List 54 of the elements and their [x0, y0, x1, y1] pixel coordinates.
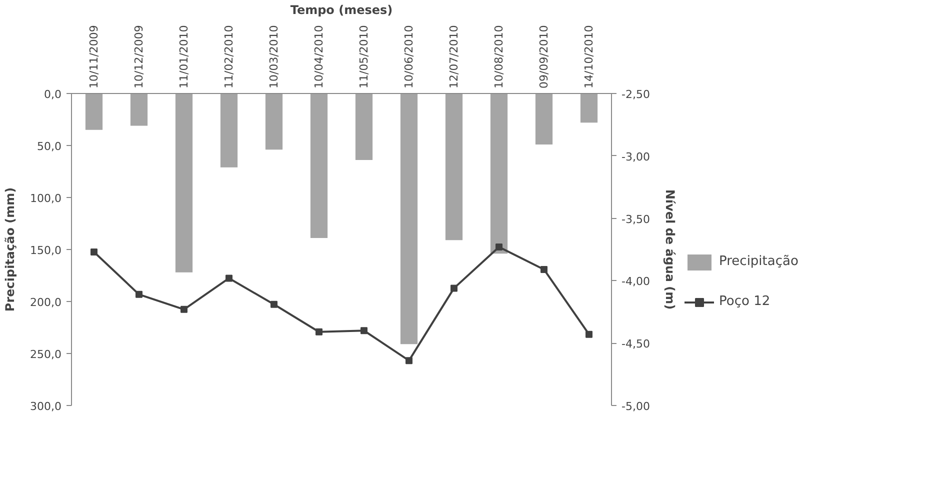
bar [85, 94, 103, 130]
y-tick-label: 150,0 [30, 244, 62, 257]
x-tick-label: 10/11/2009 [88, 25, 100, 88]
y-axis-title: Precipitação (mm) [3, 187, 18, 312]
y-tick-label: 250,0 [30, 348, 62, 361]
legend-label: Poço 12 [719, 294, 770, 309]
point [136, 290, 142, 298]
point [360, 327, 368, 334]
bar [220, 94, 238, 168]
y-tick-label: 100,0 [30, 192, 62, 205]
x-tick-label: 10/12/2009 [132, 25, 146, 88]
point [586, 330, 592, 338]
y2-tick-label: -4,00 [622, 275, 650, 288]
point [180, 306, 188, 313]
point [226, 274, 232, 282]
point [270, 300, 278, 308]
x-tick-label: 12/07/2010 [448, 25, 460, 88]
x-tick-label: 10/06/2010 [402, 25, 416, 88]
x-tick-label: 11/02/2010 [222, 25, 236, 88]
legend-label: Precipitação [719, 254, 798, 269]
bar [400, 94, 418, 344]
bar [355, 94, 373, 160]
y-tick-label: 200,0 [30, 296, 62, 309]
point [450, 284, 458, 292]
bar [445, 94, 463, 240]
bar [580, 94, 598, 123]
y2-tick-label: -4,50 [622, 338, 650, 351]
x-tick-label: 11/01/2010 [178, 25, 190, 88]
y-tick-label: 300,0 [30, 400, 62, 413]
bar [490, 94, 508, 254]
bar [175, 94, 193, 272]
y-tick-label: 0,0 [44, 88, 62, 101]
y2-tick-label: -2,50 [622, 88, 650, 101]
bar [130, 94, 148, 126]
bar [535, 94, 553, 144]
y2-tick-label: -3,50 [622, 212, 650, 226]
bar [265, 94, 283, 150]
x-tick-label: 10/08/2010 [492, 25, 506, 88]
x-axis-title: Tempo (meses) [290, 3, 393, 18]
point [406, 357, 412, 364]
x-tick-label: 11/05/2010 [358, 25, 370, 88]
x-tick-label: 09/09/2010 [538, 25, 550, 88]
y-tick-label: 50,0 [37, 140, 62, 153]
point [316, 328, 322, 336]
x-tick-label: 10/03/2010 [268, 25, 280, 88]
point [90, 248, 98, 256]
y2-tick-label: -3,00 [622, 150, 650, 164]
point [540, 266, 548, 273]
point [496, 244, 502, 251]
x-tick-label: 10/04/2010 [312, 25, 326, 88]
bar [310, 94, 328, 238]
x-tick-label: 14/10/2010 [582, 25, 596, 88]
y2-tick-label: -5,00 [622, 400, 650, 413]
y2-axis-title: Nível de água (m) [662, 189, 677, 310]
